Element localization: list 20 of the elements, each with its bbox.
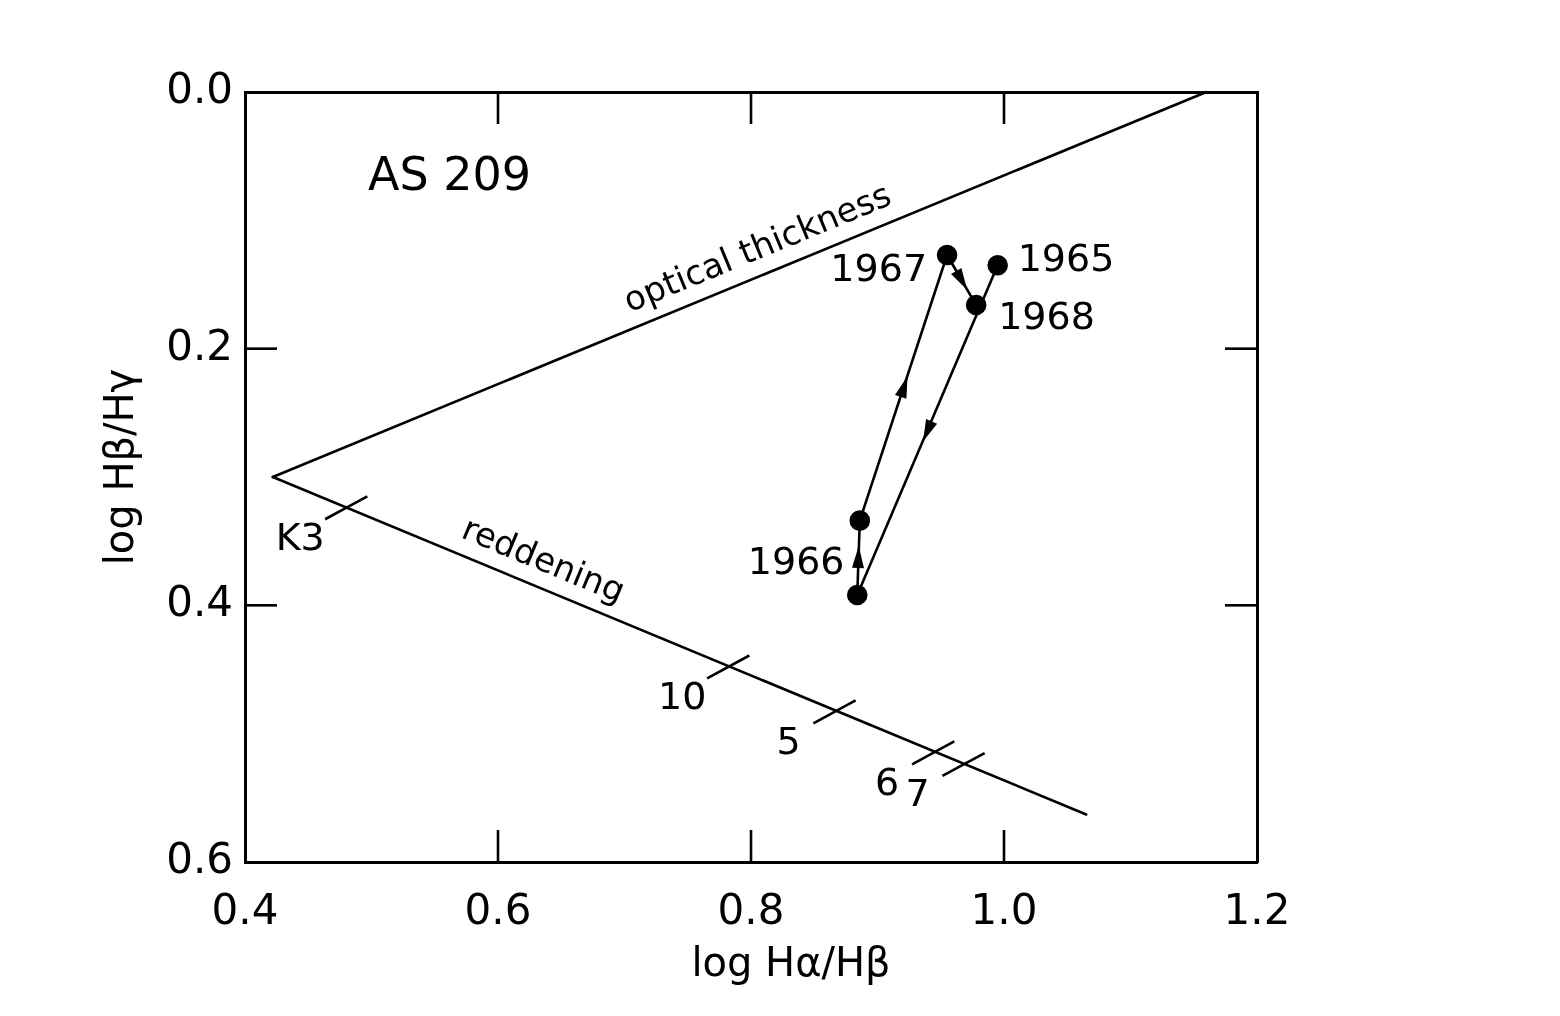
y-tick-label: 0.4 <box>166 577 233 627</box>
y-axis-title: log Hβ/Hγ <box>96 368 143 566</box>
x-tick-label: 0.4 <box>211 885 279 935</box>
annotation: K3 <box>275 514 325 559</box>
y-tick-label: 0.2 <box>166 320 233 370</box>
annotation: 1966 <box>747 538 845 583</box>
y-tick-label: 0.6 <box>166 833 233 883</box>
annotation: 1968 <box>998 293 1095 338</box>
x-axis-title: log Hα/Hβ <box>691 939 891 986</box>
text: AS 209 <box>368 146 532 201</box>
x-tick-label: 1.0 <box>970 885 1038 935</box>
x-tick-label: 1.2 <box>1223 885 1291 935</box>
annotation: 5 <box>776 718 801 763</box>
y-tick-label: 0.0 <box>166 63 233 113</box>
annotation: 7 <box>905 771 930 816</box>
x-tick-label: 0.6 <box>464 885 532 935</box>
annotation: 1965 <box>1017 236 1115 281</box>
annotation: 6 <box>875 759 900 804</box>
annotation: 10 <box>658 673 707 718</box>
x-tick-label: 0.8 <box>717 885 785 935</box>
